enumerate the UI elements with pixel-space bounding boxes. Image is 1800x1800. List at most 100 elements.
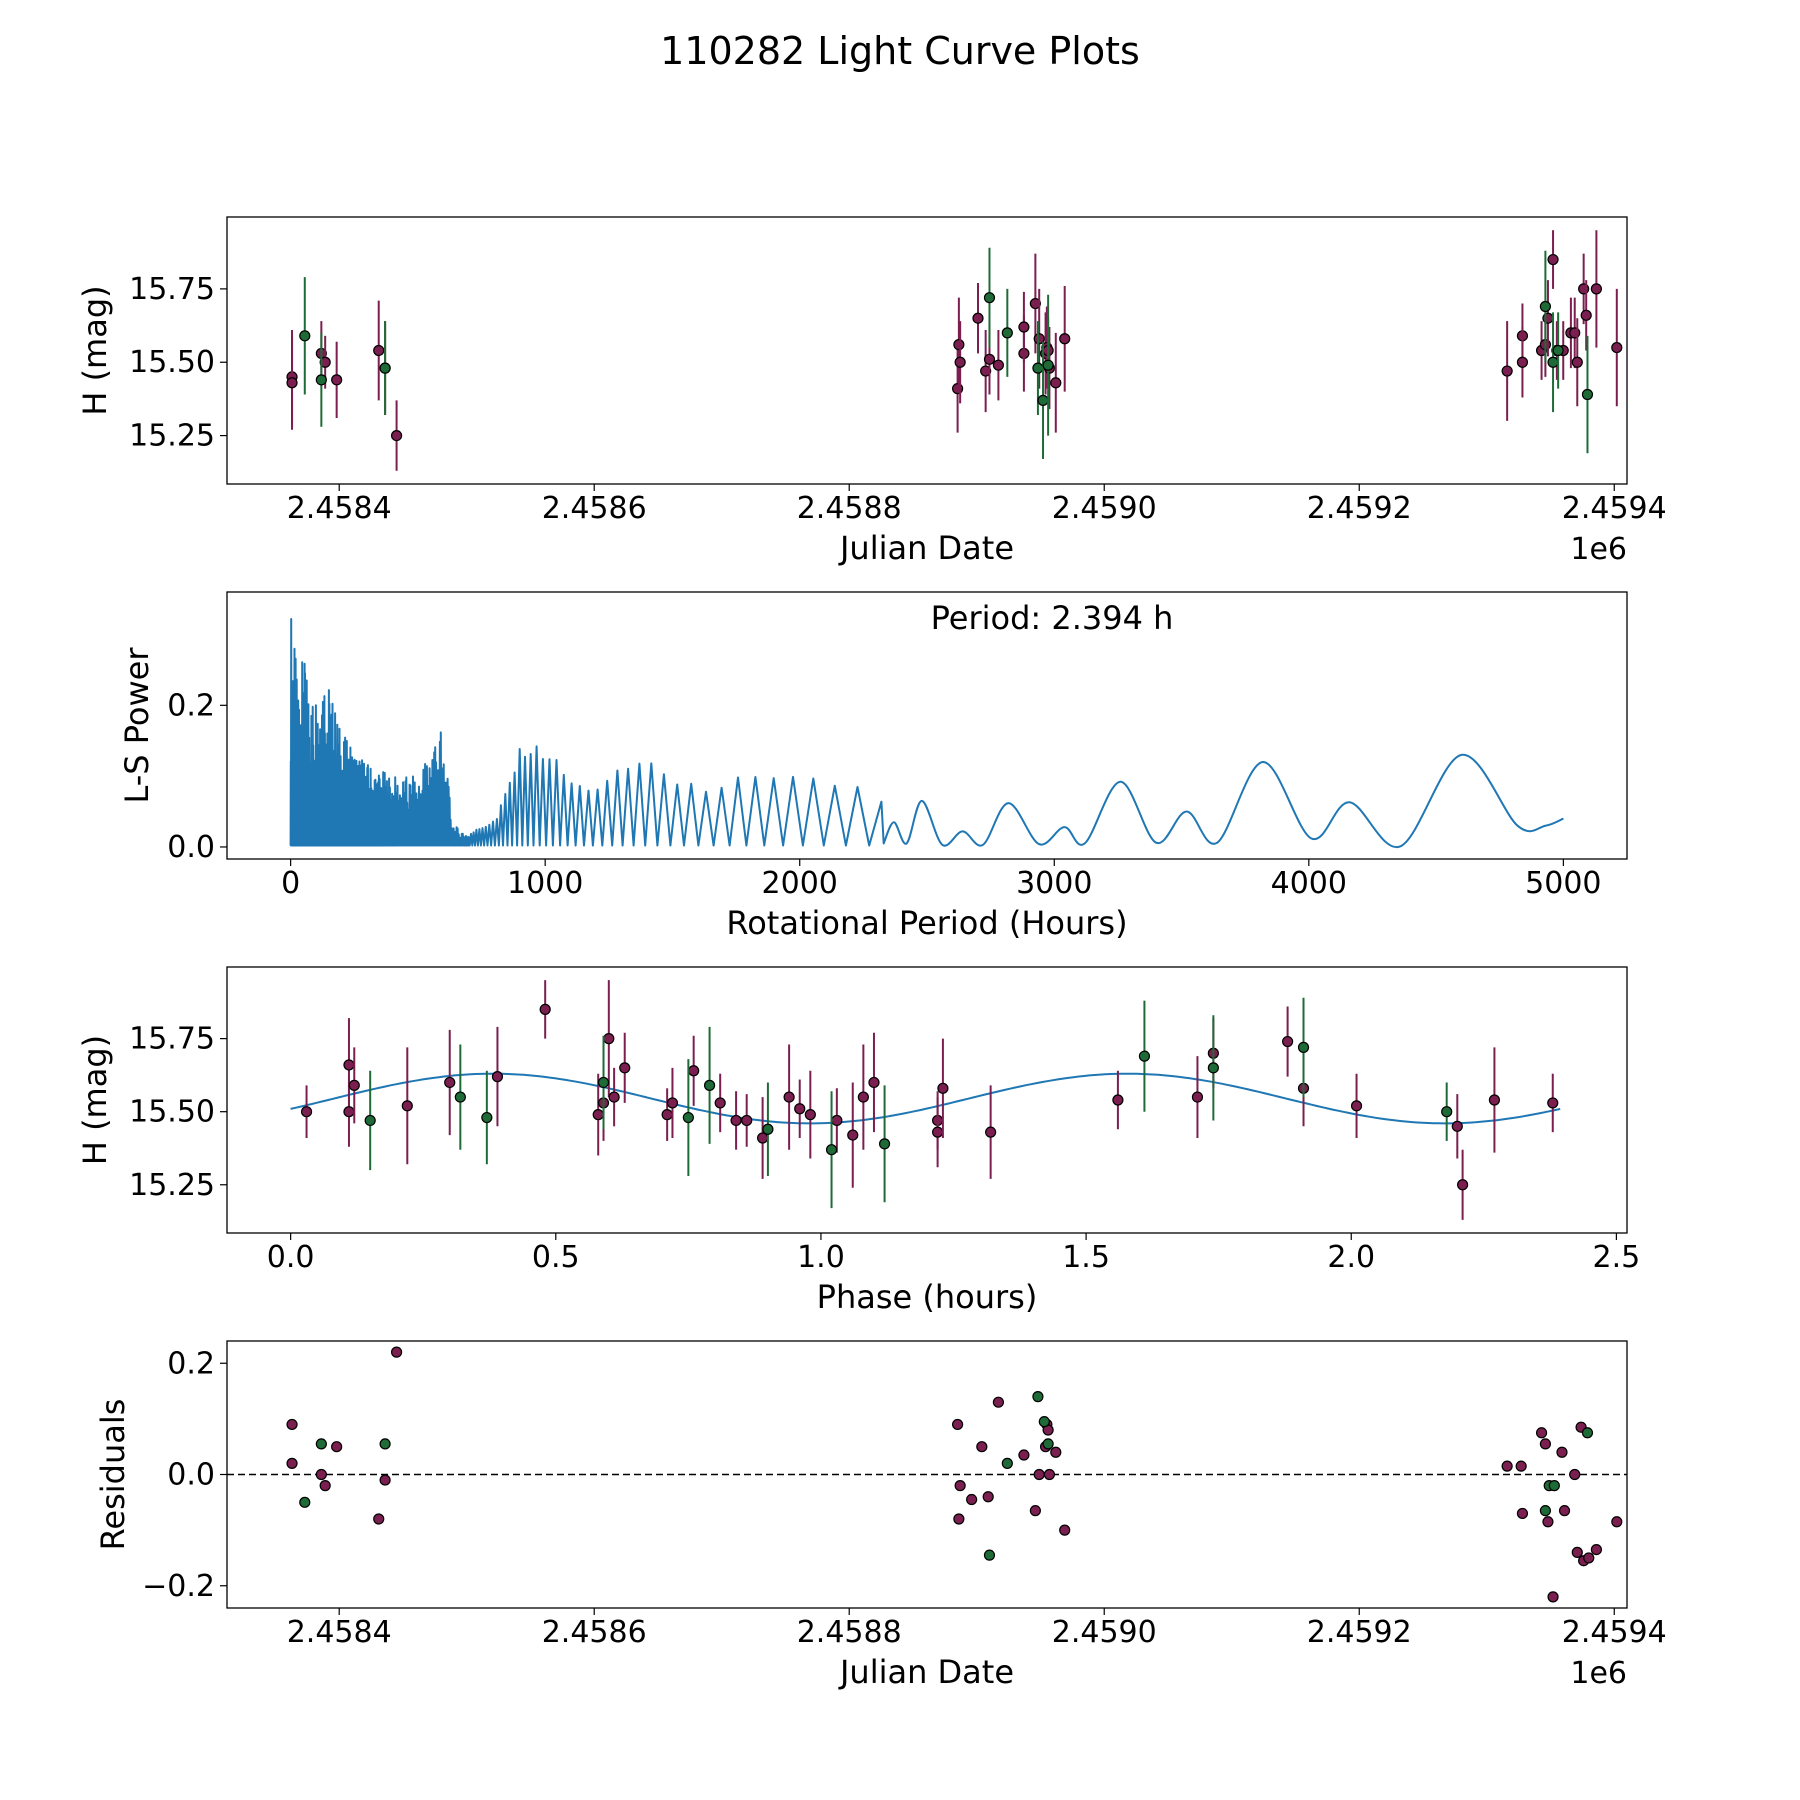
data-point-r (390, 429, 403, 442)
data-point-r (992, 359, 1005, 371)
x-tick-label: 0 (281, 866, 300, 901)
data-point-g (1552, 344, 1564, 357)
data-point-r (932, 1126, 944, 1138)
data-point-g (299, 330, 311, 342)
x-axis-label: Rotational Period (Hours) (726, 904, 1127, 942)
data-point-r (1539, 1438, 1551, 1450)
x-axis-offset-label: 1e6 (1570, 532, 1627, 567)
data-point-r (1059, 333, 1071, 345)
data-point-g (1548, 1480, 1560, 1492)
data-point-g (597, 1076, 610, 1089)
data-point-r (1547, 1591, 1559, 1603)
data-point-r (1516, 356, 1529, 368)
y-axis-label: L-S Power (118, 647, 156, 804)
data-point-r (953, 339, 965, 351)
data-point-r (976, 1441, 988, 1453)
data-point-r (985, 1126, 997, 1138)
data-point-r (1580, 309, 1592, 321)
x-tick-label: 5000 (1525, 866, 1601, 901)
data-point-r (331, 374, 343, 386)
data-point-r (1050, 1446, 1062, 1458)
data-point-r (1571, 1546, 1583, 1558)
data-point-r (992, 1396, 1005, 1408)
figure-title: 110282 Light Curve Plots (660, 29, 1140, 73)
data-point-r (608, 1091, 620, 1103)
y-tick-label: 0.0 (167, 1458, 215, 1493)
data-point-g (1032, 362, 1044, 374)
data-point-g (315, 1438, 327, 1450)
x-tick-label: 1.0 (797, 1240, 845, 1275)
data-point-g (983, 1549, 996, 1561)
periodogram-panel: 0 1000 2000 3000 4000 5000 0.0 0.2 Rotational Pe… (118, 591, 1628, 942)
data-point-r (1059, 1524, 1071, 1536)
data-point-r (319, 1480, 331, 1492)
data-point-r (539, 1003, 551, 1015)
data-point-r (1569, 1468, 1581, 1481)
x-tick-label: 2.4592 (1307, 1615, 1412, 1650)
data-point-r (714, 1097, 726, 1109)
data-point-g (1001, 327, 1013, 339)
data-point-r (954, 1480, 966, 1492)
data-point-g (1581, 388, 1594, 401)
data-point-g (1038, 1416, 1050, 1428)
data-point-r (1501, 365, 1513, 377)
data-point-g (762, 1123, 774, 1135)
periodogram-line (289, 618, 1564, 849)
x-tick-label: 2.4588 (797, 491, 902, 526)
data-point-r (937, 1082, 949, 1094)
data-point-g (703, 1079, 716, 1091)
data-point-g (983, 292, 996, 304)
data-point-r (1547, 253, 1559, 266)
x-tick-label: 2000 (762, 866, 838, 901)
data-point-r (348, 1079, 360, 1091)
data-point-r (592, 1109, 604, 1121)
plot-area-frame (226, 216, 1628, 485)
plot-area-frame (226, 966, 1628, 1234)
data-point-g (1042, 1438, 1054, 1450)
data-point-r (783, 1091, 795, 1103)
x-tick-label: 2.4586 (542, 1615, 647, 1650)
data-point-r (1457, 1179, 1469, 1191)
y-tick-label: 0.2 (167, 688, 215, 723)
y-tick-label: 0.2 (167, 1346, 215, 1381)
x-axis-label: Julian Date (838, 529, 1014, 567)
y-tick-label: 0.0 (167, 830, 215, 865)
data-point-g (1297, 1041, 1310, 1053)
data-point-g (299, 1496, 311, 1508)
data-point-r (286, 377, 298, 389)
x-tick-label: 3000 (1016, 866, 1092, 901)
data-point-r (1029, 1505, 1041, 1517)
data-point-g (315, 374, 327, 386)
y-axis-label: H (mag) (76, 285, 114, 415)
data-point-g (1042, 359, 1054, 371)
data-point-r (1611, 341, 1623, 354)
data-point-g (1032, 1391, 1044, 1403)
data-point-r (343, 1059, 355, 1071)
data-point-g (1207, 1062, 1219, 1074)
data-point-r (1488, 1094, 1501, 1106)
data-point-r (300, 1106, 313, 1118)
data-point-r (794, 1103, 806, 1115)
y-tick-label: 15.50 (129, 345, 215, 380)
data-point-g (1539, 1505, 1551, 1517)
x-tick-label: 2.4584 (287, 1615, 392, 1650)
y-tick-label: 15.25 (129, 1168, 215, 1203)
x-tick-label: 0.0 (267, 1240, 315, 1275)
data-point-r (1590, 283, 1602, 295)
x-tick-label: 2.4590 (1052, 1615, 1157, 1650)
x-tick-label: 1.5 (1062, 1240, 1110, 1275)
x-tick-label: 2.4588 (797, 1615, 902, 1650)
x-tick-label: 0.5 (532, 1240, 580, 1275)
data-point-g (364, 1114, 376, 1127)
data-point-g (379, 362, 391, 374)
data-point-g (1547, 356, 1559, 368)
data-point-r (401, 1100, 413, 1112)
data-point-r (491, 1071, 504, 1083)
y-axis-label: Residuals (94, 1399, 132, 1551)
data-point-r (868, 1076, 880, 1089)
data-point-g (481, 1111, 493, 1124)
y-tick-label: −0.2 (142, 1569, 215, 1604)
data-point-r (1542, 1516, 1554, 1528)
y-tick-label: 15.75 (129, 1022, 215, 1057)
